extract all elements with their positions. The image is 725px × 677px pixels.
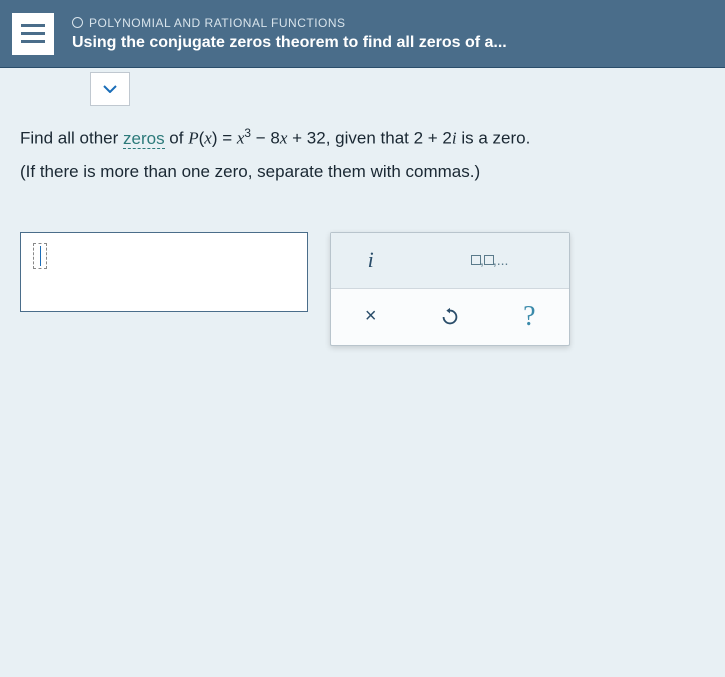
- cursor-placeholder-icon: [33, 243, 47, 269]
- list-button[interactable]: ,,...: [410, 233, 569, 288]
- help-button[interactable]: ?: [490, 289, 569, 345]
- imaginary-i-button[interactable]: i: [331, 233, 410, 288]
- q-mid: of: [165, 129, 189, 148]
- category-text: POLYNOMIAL AND RATIONAL FUNCTIONS: [89, 16, 346, 30]
- answer-input[interactable]: [20, 232, 308, 312]
- content-area: Find all other zeros of P(x) = x3 − 8x +…: [0, 72, 725, 366]
- menu-button[interactable]: [12, 13, 54, 55]
- category-label: POLYNOMIAL AND RATIONAL FUNCTIONS: [72, 16, 713, 30]
- question-text: Find all other zeros of P(x) = x3 − 8x +…: [20, 124, 705, 152]
- header-text: POLYNOMIAL AND RATIONAL FUNCTIONS Using …: [72, 16, 713, 52]
- reset-button[interactable]: [410, 289, 489, 345]
- q-prefix: Find all other: [20, 129, 123, 148]
- dropdown-button[interactable]: [90, 72, 130, 106]
- app-header: POLYNOMIAL AND RATIONAL FUNCTIONS Using …: [0, 0, 725, 68]
- q-x1: x: [204, 129, 212, 148]
- list-icon: ,,...: [471, 252, 508, 268]
- q-suffix: is a zero.: [457, 129, 531, 148]
- zeros-link[interactable]: zeros: [123, 129, 165, 149]
- category-circle-icon: [72, 17, 83, 28]
- answer-row: i ,,... × ?: [20, 232, 705, 346]
- chevron-down-icon: [103, 85, 117, 93]
- q-P: P: [188, 129, 198, 148]
- q-rest2: + 32, given that 2 + 2: [287, 129, 451, 148]
- clear-button[interactable]: ×: [331, 289, 410, 345]
- reset-icon: [439, 306, 461, 328]
- instruction-text: (If there is more than one zero, separat…: [20, 162, 705, 182]
- math-toolbox: i ,,... × ?: [330, 232, 570, 346]
- q-close: ) =: [212, 129, 237, 148]
- q-rest1: − 8: [251, 129, 280, 148]
- page-title: Using the conjugate zeros theorem to fin…: [72, 34, 713, 52]
